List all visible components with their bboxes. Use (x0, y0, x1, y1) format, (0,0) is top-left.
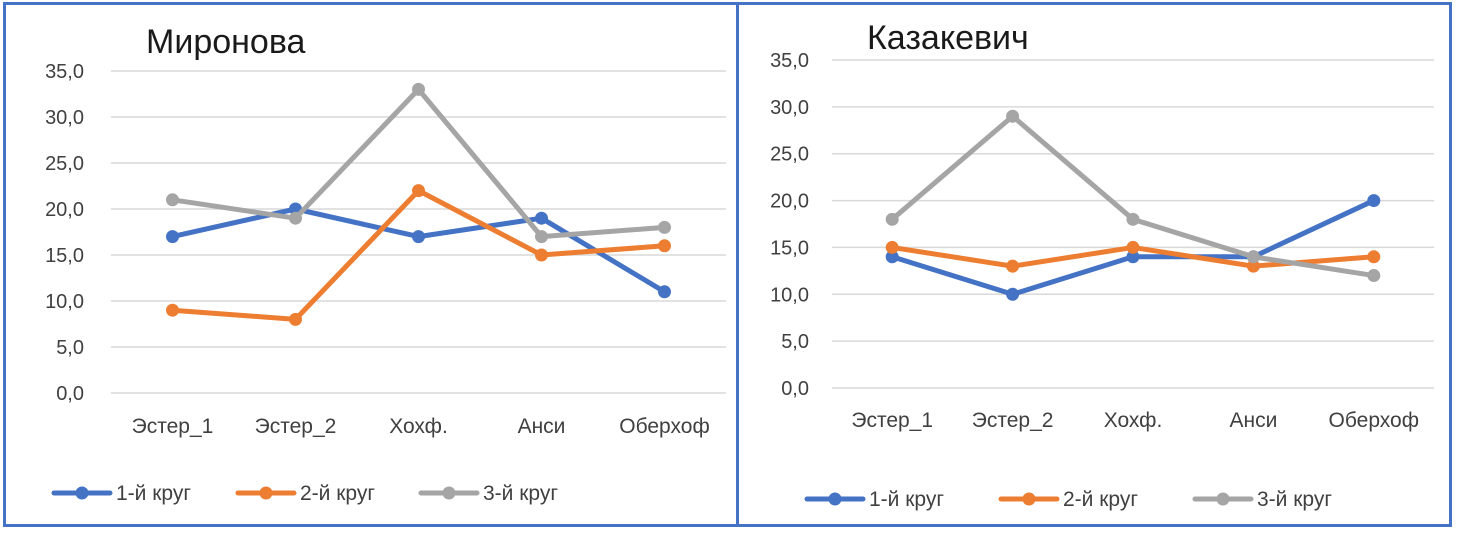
data-point (1246, 250, 1260, 264)
chart-panel-kazakevich: Казакевич 0,0 5,0 10,0 15,0 20,0 25,0 30,0 35,0 Э… (736, 2, 1452, 527)
x-category-label: Хохф. (1104, 409, 1163, 432)
y-tick-label: 5,0 (56, 337, 84, 359)
y-tick-label: 25,0 (770, 144, 809, 166)
y-tick-label: 35,0 (770, 50, 809, 72)
legend-item-2: 2-й круг (235, 482, 375, 505)
legend-item-3: 3-й круг (1192, 488, 1332, 511)
x-category-label: Оберхоф (1329, 409, 1419, 432)
data-point (289, 312, 302, 326)
data-point (1006, 109, 1020, 123)
y-tick-label: 35,0 (45, 61, 84, 83)
data-point (1246, 259, 1260, 273)
data-point (289, 211, 302, 225)
y-tick-label: 5,0 (781, 331, 809, 353)
legend-item-1: 1-й круг (51, 482, 191, 505)
legend-dot-marker (1216, 492, 1230, 506)
data-point (1367, 269, 1381, 283)
data-point (1126, 240, 1140, 254)
y-tick-label: 20,0 (45, 199, 84, 221)
legend-dot-marker (75, 486, 89, 500)
legend-item-1: 1-й круг (804, 488, 944, 511)
x-category-label: Эстер_1 (132, 415, 214, 438)
y-tick-label: 15,0 (45, 245, 84, 267)
data-point (1367, 250, 1381, 264)
y-tick-label: 10,0 (770, 284, 809, 306)
data-point (166, 193, 179, 207)
legend-label: 3-й круг (1257, 488, 1332, 511)
legend-label: 3-й круг (483, 482, 558, 505)
legend-dot-marker (828, 492, 842, 506)
legend-dot-marker (442, 486, 456, 500)
data-point (1006, 287, 1020, 301)
y-tick-label: 0,0 (781, 378, 809, 400)
data-point (535, 248, 548, 262)
data-point (658, 220, 671, 234)
data-point (166, 303, 179, 317)
data-point (535, 230, 548, 244)
chart-panel-mironova: Миронова 0,0 5,0 10,0 15,0 20,0 25,0 30,0 35,0 Эс… (3, 2, 738, 527)
chart-kazakevich: Казакевич 0,0 5,0 10,0 15,0 20,0 25,0 30,0 35,0 Э… (770, 19, 1434, 511)
legend-dot-marker (1022, 492, 1036, 506)
y-tick-label: 20,0 (770, 191, 809, 213)
legend-item-3: 3-й круг (418, 482, 558, 505)
y-tick-label: 25,0 (45, 153, 84, 175)
x-category-label: Оберхоф (619, 415, 709, 438)
chart-mironova: Миронова 0,0 5,0 10,0 15,0 20,0 25,0 30,0 35,0 Эс… (45, 23, 726, 505)
legend-label: 2-й круг (1063, 488, 1138, 511)
y-tick-label: 0,0 (56, 383, 84, 405)
data-point (1126, 212, 1140, 226)
data-point (412, 230, 425, 244)
legend-label: 1-й круг (869, 488, 944, 511)
chart-title: Казакевич (867, 19, 1029, 57)
data-point (535, 211, 548, 225)
y-tick-label: 30,0 (45, 107, 84, 129)
x-category-label: Анси (518, 415, 566, 438)
legend-label: 2-й круг (300, 482, 375, 505)
x-category-label: Анси (1229, 409, 1277, 432)
data-point (1126, 250, 1140, 264)
data-point (412, 82, 425, 96)
data-point (166, 230, 179, 244)
data-point (885, 250, 899, 264)
y-tick-label: 15,0 (770, 237, 809, 259)
legend-dot-marker (259, 486, 273, 500)
data-point (1367, 194, 1381, 208)
y-tick-label: 30,0 (770, 97, 809, 119)
data-point (412, 184, 425, 198)
data-point (885, 240, 899, 254)
x-category-label: Эстер_2 (255, 415, 337, 438)
x-category-label: Эстер_1 (851, 409, 933, 432)
chart-title: Миронова (146, 23, 305, 61)
legend-item-2: 2-й круг (998, 488, 1138, 511)
data-point (885, 212, 899, 226)
y-tick-label: 10,0 (45, 291, 84, 313)
data-point (1006, 259, 1020, 273)
data-point (658, 239, 671, 253)
legend-label: 1-й круг (116, 482, 191, 505)
x-category-label: Хохф. (389, 415, 448, 438)
data-point (658, 285, 671, 299)
x-category-label: Эстер_2 (972, 409, 1054, 432)
